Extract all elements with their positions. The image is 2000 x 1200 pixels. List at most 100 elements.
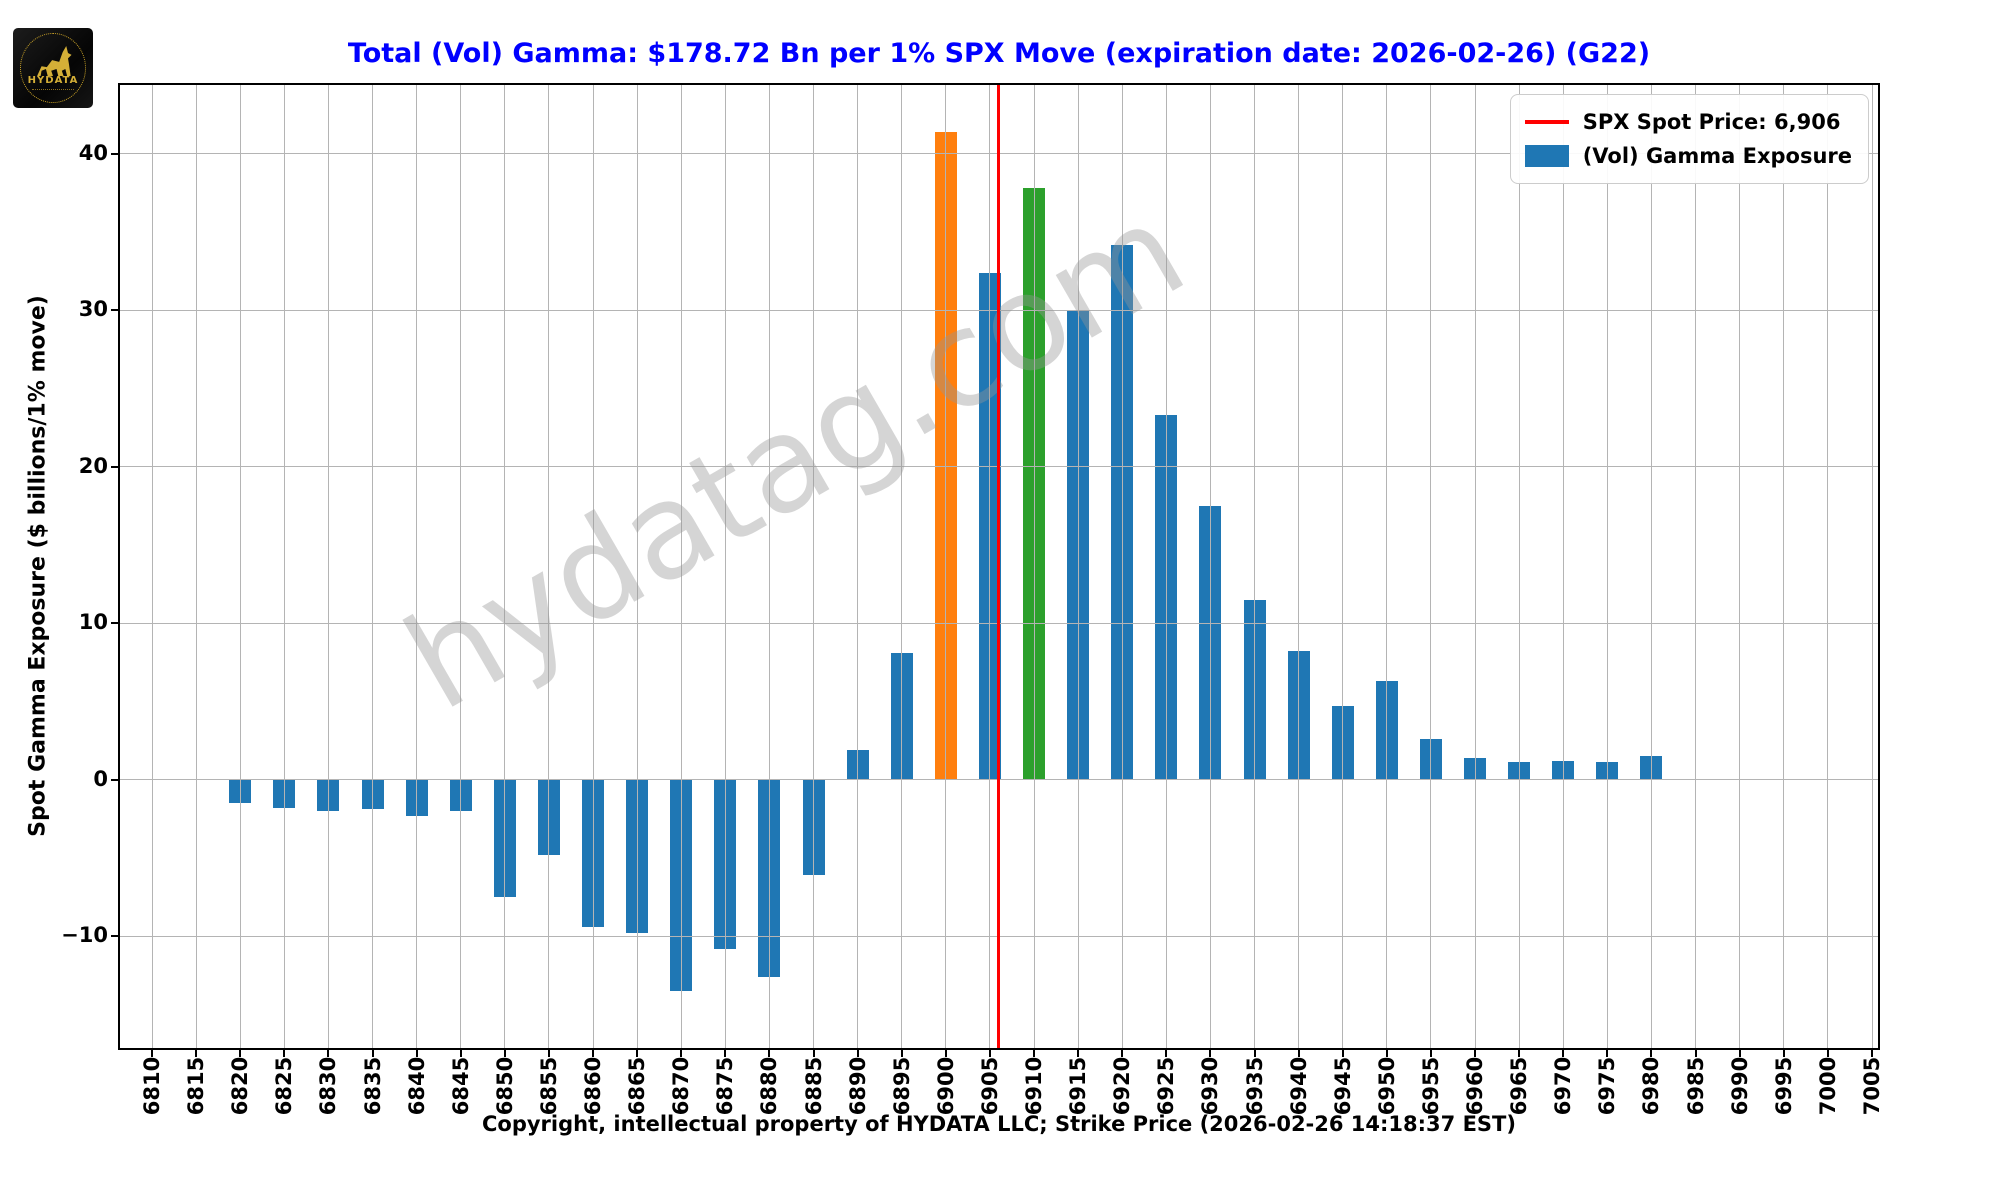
copyright-caption: Copyright, intellectual property of HYDA… [482, 1112, 1516, 1136]
x-tick-mark [1209, 1050, 1212, 1057]
x-tick-mark [1650, 1050, 1653, 1057]
x-tick-mark [1429, 1050, 1432, 1057]
hydata-logo: HYDATA [13, 28, 93, 108]
x-tick-label: 6910 [1022, 1056, 1047, 1116]
x-gridline [548, 85, 550, 1048]
x-gridline [1254, 85, 1256, 1048]
legend-label-gamma: (Vol) Gamma Exposure [1582, 144, 1852, 168]
x-gridline [857, 85, 859, 1048]
x-tick-label: 6940 [1286, 1056, 1311, 1116]
x-gridline [724, 85, 726, 1048]
x-tick-mark [1606, 1050, 1609, 1057]
x-tick-mark [327, 1050, 330, 1057]
x-tick-label: 6870 [669, 1056, 694, 1116]
y-tick-label: −10 [61, 923, 108, 948]
x-gridline [1474, 85, 1476, 1048]
x-tick-mark [239, 1050, 242, 1057]
x-gridline [1209, 85, 1211, 1048]
x-gridline [768, 85, 770, 1048]
x-tick-mark [1782, 1050, 1785, 1057]
x-tick-label: 6925 [1154, 1056, 1179, 1116]
x-tick-mark [768, 1050, 771, 1057]
x-gridline [195, 85, 197, 1048]
x-tick-label: 6955 [1418, 1056, 1443, 1116]
x-tick-label: 6850 [492, 1056, 517, 1116]
x-tick-mark [1341, 1050, 1344, 1057]
x-gridline [1739, 85, 1741, 1048]
x-tick-mark [1518, 1050, 1521, 1057]
x-tick-label: 6835 [360, 1056, 385, 1116]
x-tick-mark [1694, 1050, 1697, 1057]
x-gridline [416, 85, 418, 1048]
x-tick-mark [856, 1050, 859, 1057]
y-tick-mark [111, 152, 118, 155]
x-tick-label: 6825 [272, 1056, 297, 1116]
x-gridline [1695, 85, 1697, 1048]
x-tick-mark [1474, 1050, 1477, 1057]
y-tick-label: 0 [93, 766, 108, 791]
x-tick-mark [415, 1050, 418, 1057]
x-tick-mark [547, 1050, 550, 1057]
x-tick-label: 7000 [1815, 1056, 1840, 1116]
x-tick-label: 7005 [1860, 1056, 1884, 1116]
x-tick-mark [1738, 1050, 1741, 1057]
x-tick-mark [371, 1050, 374, 1057]
legend-line-swatch [1524, 120, 1569, 124]
x-tick-mark [195, 1050, 198, 1057]
x-gridline [1077, 85, 1079, 1048]
x-tick-label: 6815 [184, 1056, 209, 1116]
x-gridline [239, 85, 241, 1048]
x-gridline [1518, 85, 1520, 1048]
x-tick-mark [1121, 1050, 1124, 1057]
x-gridline [1650, 85, 1652, 1048]
x-tick-label: 6930 [1198, 1056, 1223, 1116]
x-tick-mark [1385, 1050, 1388, 1057]
x-gridline [151, 85, 153, 1048]
x-tick-label: 6880 [757, 1056, 782, 1116]
x-tick-mark [680, 1050, 683, 1057]
x-tick-label: 6875 [713, 1056, 738, 1116]
y-tick-mark [111, 465, 118, 468]
x-tick-label: 6855 [536, 1056, 561, 1116]
x-tick-label: 6810 [140, 1056, 164, 1116]
x-gridline [1298, 85, 1300, 1048]
x-gridline [1827, 85, 1829, 1048]
legend: SPX Spot Price: 6,906 (Vol) Gamma Exposu… [1509, 94, 1869, 184]
x-tick-label: 6960 [1463, 1056, 1488, 1116]
x-tick-label: 6965 [1507, 1056, 1532, 1116]
x-tick-label: 6860 [581, 1056, 606, 1116]
x-tick-label: 6865 [625, 1056, 650, 1116]
x-tick-label: 6895 [889, 1056, 914, 1116]
x-tick-label: 6950 [1374, 1056, 1399, 1116]
x-gridline [1871, 85, 1873, 1048]
x-tick-label: 6975 [1595, 1056, 1620, 1116]
x-tick-mark [1562, 1050, 1565, 1057]
x-gridline [1121, 85, 1123, 1048]
x-tick-label: 6915 [1066, 1056, 1091, 1116]
x-gridline [989, 85, 991, 1048]
x-tick-label: 6985 [1683, 1056, 1708, 1116]
x-tick-label: 6980 [1639, 1056, 1664, 1116]
x-gridline [1165, 85, 1167, 1048]
x-tick-label: 6890 [845, 1056, 870, 1116]
x-gridline [372, 85, 373, 1048]
x-gridline [1033, 85, 1035, 1048]
y-tick-label: 10 [78, 610, 108, 635]
x-gridline [327, 85, 329, 1048]
x-tick-label: 6900 [933, 1056, 958, 1116]
logo-ring [20, 33, 86, 103]
y-tick-mark [111, 778, 118, 781]
y-tick-label: 20 [78, 453, 108, 478]
x-tick-mark [503, 1050, 506, 1057]
x-tick-label: 6820 [228, 1056, 253, 1116]
x-tick-label: 6885 [801, 1056, 826, 1116]
x-gridline [460, 85, 462, 1048]
x-tick-mark [1297, 1050, 1300, 1057]
x-tick-label: 6995 [1771, 1056, 1796, 1116]
x-tick-mark [636, 1050, 639, 1057]
y-tick-label: 40 [78, 140, 108, 165]
x-tick-mark [1871, 1050, 1873, 1057]
x-tick-mark [812, 1050, 815, 1057]
chart-title: Total (Vol) Gamma: $178.72 Bn per 1% SPX… [347, 38, 1651, 69]
x-tick-mark [1077, 1050, 1080, 1057]
